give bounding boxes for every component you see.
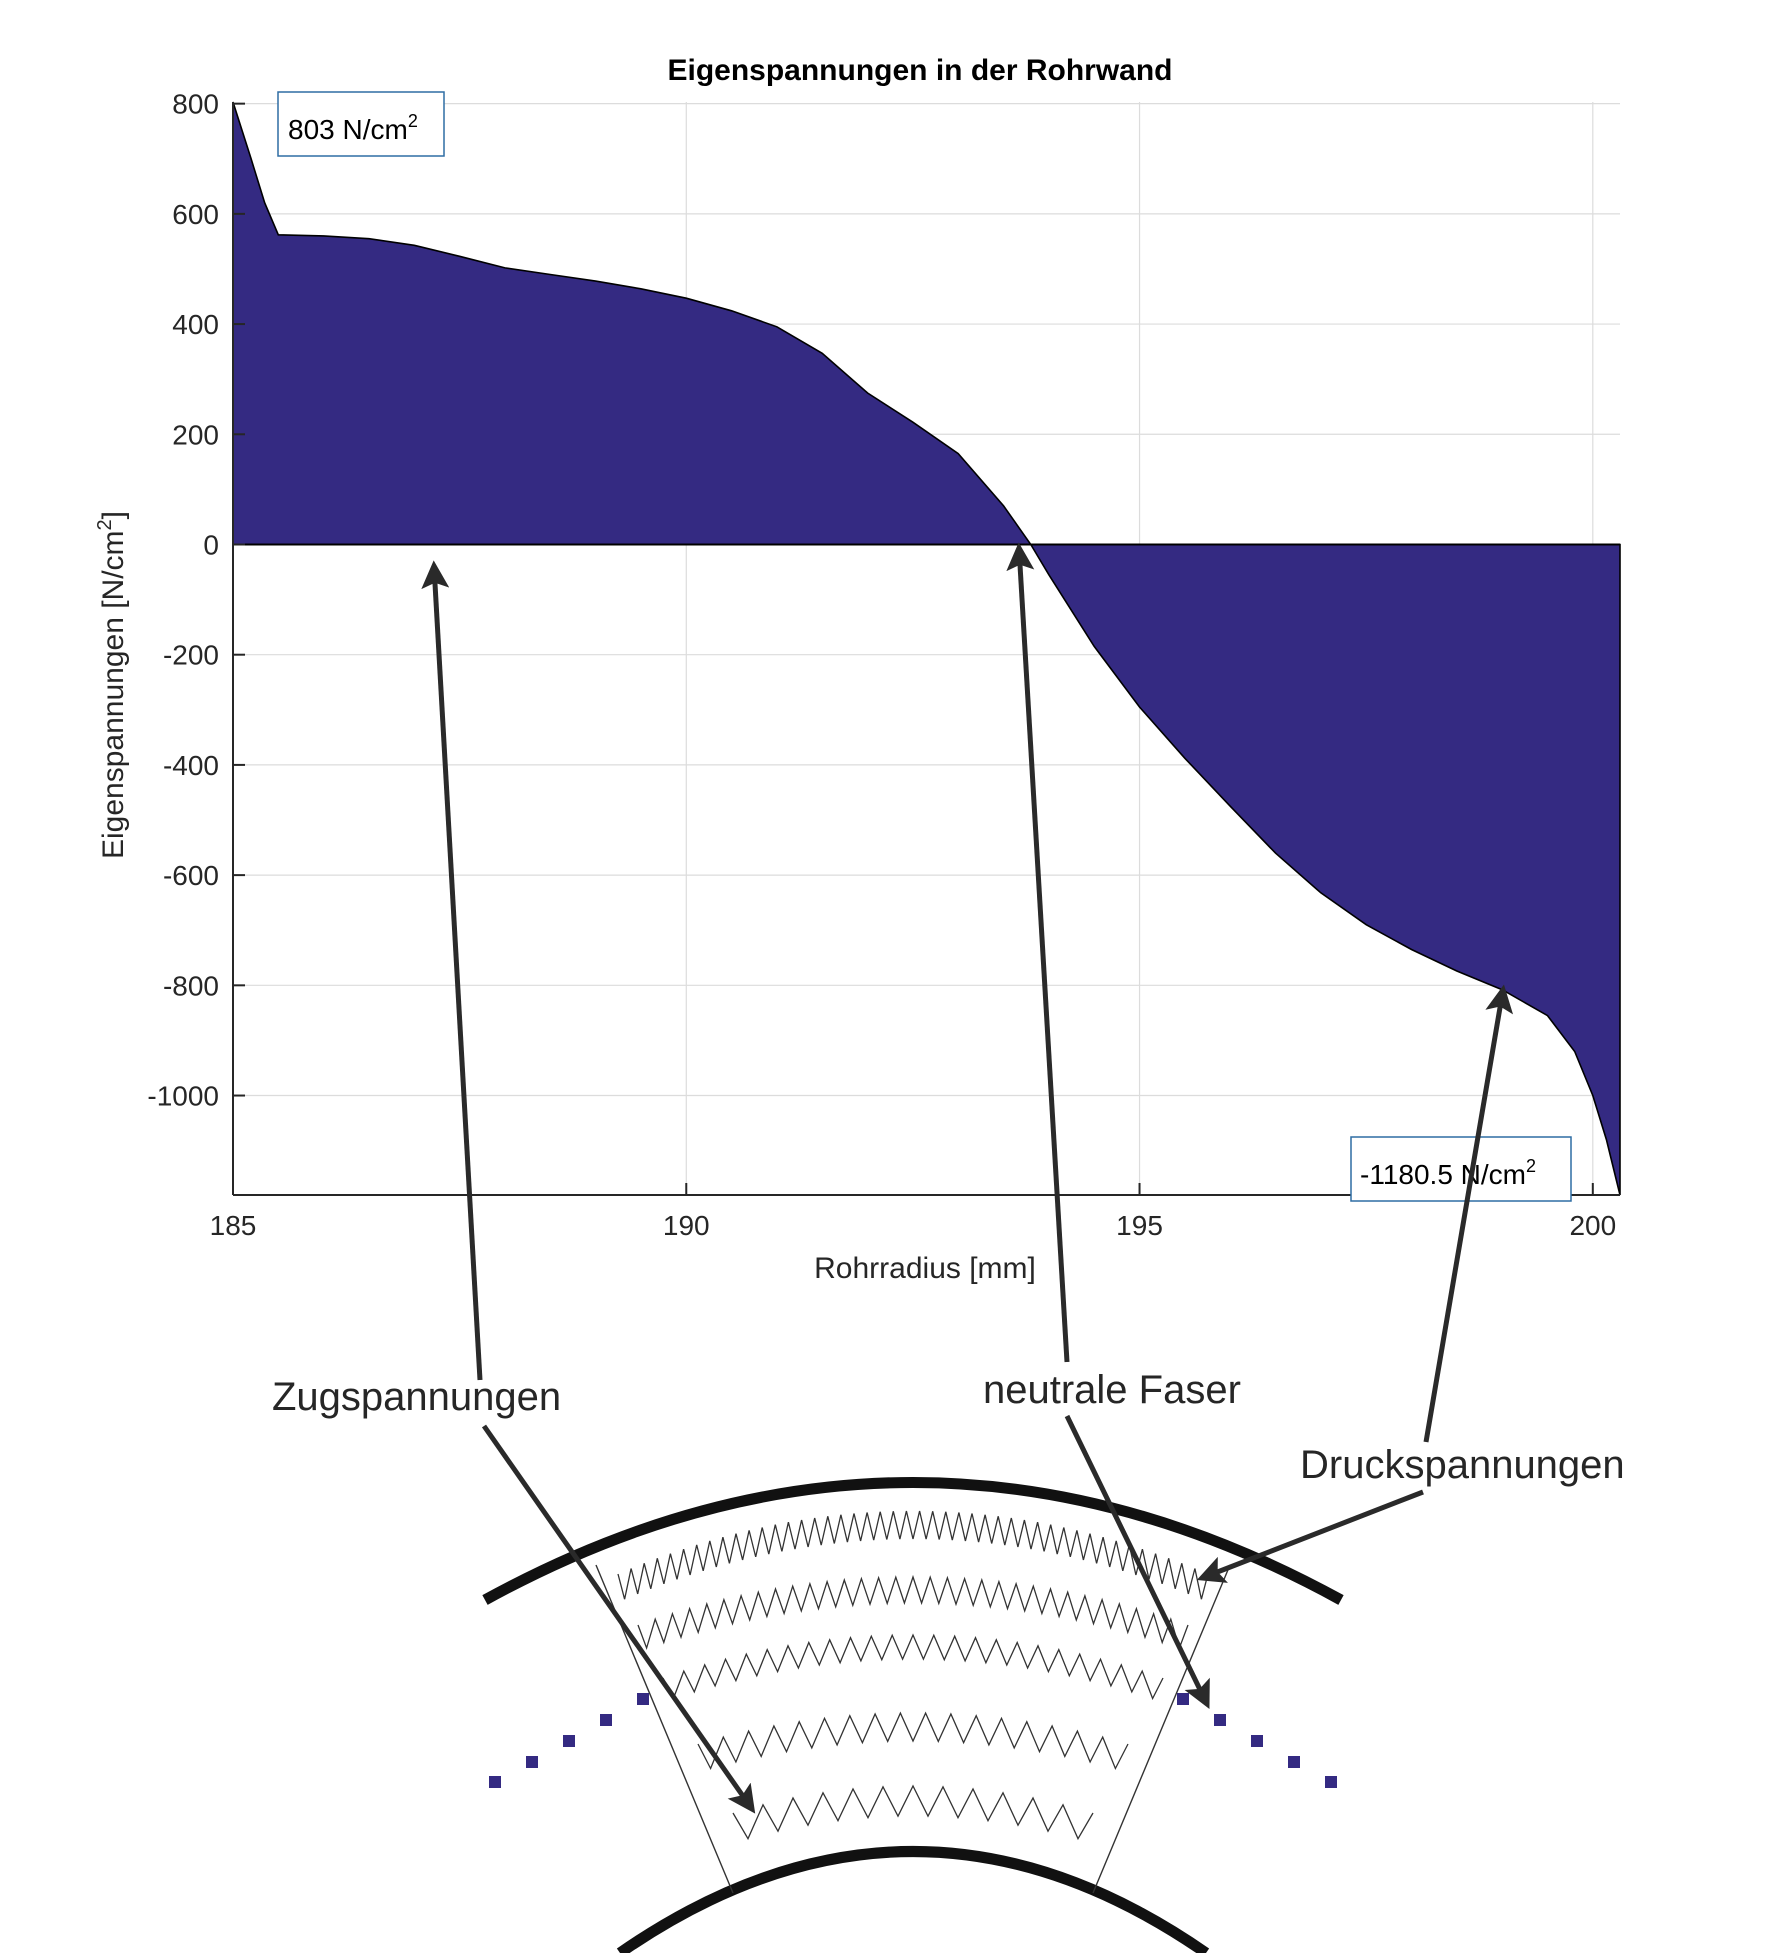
neutral-fiber-dot	[1251, 1735, 1263, 1747]
min-annotation: -1180.5 N/cm2	[1350, 1136, 1572, 1202]
spring-zigzag-icon	[617, 1510, 1209, 1841]
pipe-wall-cross-section-icon	[482, 1477, 1344, 1953]
spring-zigzag-row	[662, 1633, 1164, 1701]
spring-zigzag-row	[637, 1574, 1189, 1651]
x-tick-label: 200	[1569, 1210, 1616, 1241]
y-tick-label: -800	[163, 970, 219, 1001]
max-annotation: 803 N/cm2	[277, 91, 445, 157]
y-tick-label: 200	[172, 419, 219, 450]
neutral-fiber-dot	[563, 1735, 575, 1747]
spring-zigzag-row	[732, 1784, 1094, 1841]
neutral-fiber-dot	[1214, 1714, 1226, 1726]
x-ticks: 185 190 195 200	[210, 1183, 1616, 1241]
spring-zigzag-row	[617, 1510, 1209, 1600]
inner-wall-arc	[616, 1846, 1210, 1953]
grid-lines	[232, 102, 1620, 1195]
arrow-neutral-to-chart-icon	[1006, 542, 1070, 1363]
x-tick-label: 195	[1116, 1210, 1163, 1241]
x-tick-label: 190	[663, 1210, 710, 1241]
neutral-fiber-dot	[526, 1756, 538, 1768]
spring-zigzag-row	[697, 1711, 1129, 1771]
y-tick-label: -1000	[147, 1081, 219, 1112]
arrow-compression-to-pipe-icon	[1196, 1489, 1424, 1583]
arrow-neutral-to-pipe-icon	[1064, 1414, 1210, 1710]
x-tick-label: 185	[210, 1210, 257, 1241]
callout-tension-label: Zugspannungen	[272, 1375, 561, 1419]
segment-edge-right	[1092, 1564, 1231, 1894]
neutral-fiber-dot	[489, 1776, 501, 1788]
y-tick-label: 400	[172, 309, 219, 340]
y-ticks: 800 600 400 200 0 -200 -400 -600 -800 -1000	[147, 89, 245, 1112]
y-tick-label: -400	[163, 750, 219, 781]
y-axis-label: Eigenspannungen [N/cm2]	[94, 511, 130, 859]
series-area	[232, 101, 1621, 1196]
chart-title: Eigenspannungen in der Rohrwand	[667, 54, 1172, 87]
y-tick-label: 0	[203, 529, 219, 560]
neutral-fiber-dot	[600, 1714, 612, 1726]
neutral-fiber-dot	[1325, 1776, 1337, 1788]
callout-arrows	[421, 542, 1514, 1814]
svg-text:-1180.5 N/cm2: -1180.5 N/cm2	[1360, 1156, 1536, 1190]
neutral-fiber-dots-icon	[489, 1693, 1337, 1788]
neutral-fiber-dot	[1288, 1756, 1300, 1768]
callout-neutral-label: neutrale Faser	[983, 1368, 1241, 1412]
outer-wall-arc	[482, 1477, 1344, 1605]
y-tick-label: 600	[172, 199, 219, 230]
neutral-fiber-dot	[637, 1693, 649, 1705]
y-tick-label: 800	[172, 89, 219, 120]
y-tick-label: -200	[163, 640, 219, 671]
callout-compression-label: Druckspannungen	[1300, 1443, 1625, 1487]
arrow-tension-to-chart-icon	[421, 560, 483, 1381]
x-axis-label: Rohrradius [mm]	[814, 1252, 1036, 1285]
y-tick-label: -600	[163, 860, 219, 891]
arrow-tension-to-pipe-icon	[481, 1424, 756, 1814]
arrow-compression-to-chart-icon	[1423, 984, 1514, 1443]
svg-text:803 N/cm2: 803 N/cm2	[288, 111, 418, 145]
chart: 185 190 195 200 800 600 400 200 0 -200 -400 -600 -8…	[94, 54, 1621, 1285]
neutral-fiber-dot	[1177, 1693, 1189, 1705]
